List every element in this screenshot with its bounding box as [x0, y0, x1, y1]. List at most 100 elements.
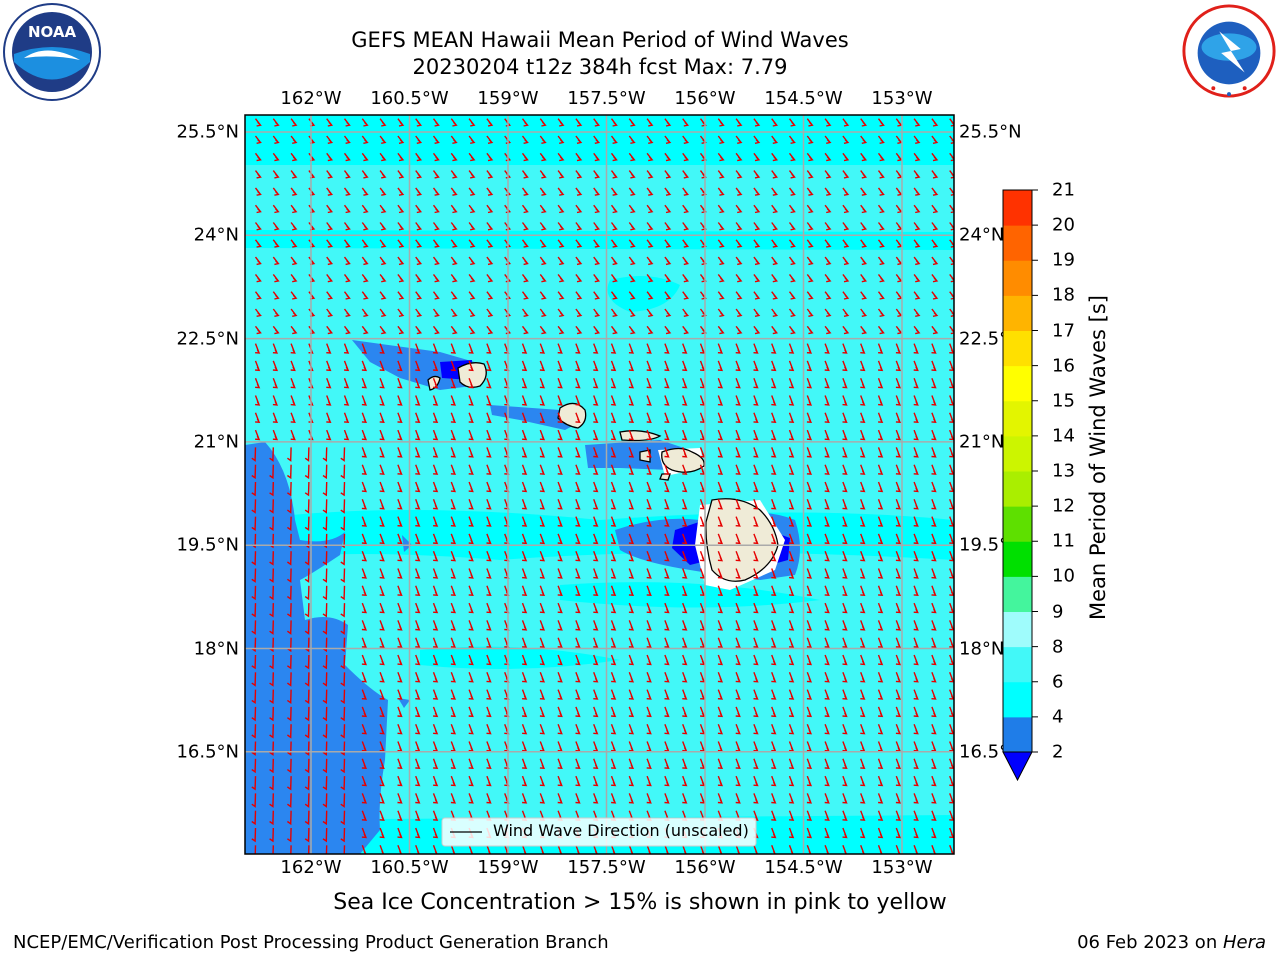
wind-wave-arrow [450, 793, 457, 804]
wind-wave-arrow [450, 723, 457, 735]
wind-wave-arrow [913, 412, 919, 423]
wind-wave-arrow [771, 152, 779, 162]
wind-wave-arrow [628, 256, 636, 266]
axis-tick-label: 159°W [477, 88, 539, 109]
wind-wave-arrow [877, 152, 885, 162]
wind-wave-arrow [753, 602, 759, 614]
wind-wave-arrow [771, 429, 777, 441]
wind-wave-arrow [664, 343, 670, 354]
wind-wave-arrow [931, 533, 937, 545]
wind-wave-arrow [432, 204, 440, 214]
wind-wave-arrow [717, 395, 724, 406]
wind-wave-arrow [304, 464, 310, 480]
wind-wave-arrow [895, 568, 902, 579]
wind-wave-arrow [753, 135, 761, 144]
wind-wave-arrow [415, 585, 421, 596]
wind-wave-arrow [397, 637, 403, 648]
wind-wave-arrow [788, 308, 796, 317]
wind-wave-arrow [286, 499, 292, 514]
wind-wave-arrow [432, 343, 439, 354]
wind-wave-arrow [806, 481, 813, 493]
wind-wave-arrow [664, 222, 672, 231]
wind-wave-arrow [877, 412, 884, 423]
wind-wave-arrow [664, 412, 670, 423]
wind-wave-arrow [699, 845, 705, 854]
wind-wave-arrow [379, 239, 387, 248]
wind-wave-arrow [575, 429, 581, 441]
wind-wave-arrow [877, 273, 885, 283]
wind-wave-arrow [699, 602, 706, 614]
wind-wave-arrow [788, 758, 795, 769]
wind-wave-arrow [646, 464, 652, 475]
wind-wave-arrow [432, 533, 439, 545]
wind-wave-arrow [682, 118, 690, 127]
wind-wave-arrow [468, 170, 476, 179]
wind-wave-arrow [664, 256, 672, 266]
wind-wave-arrow [610, 429, 617, 441]
wind-wave-arrow [735, 620, 741, 631]
wind-wave-arrow [486, 793, 492, 804]
wind-wave-arrow [877, 758, 884, 769]
wind-wave-arrow [646, 239, 654, 248]
wind-wave-arrow [254, 412, 261, 423]
wind-wave-arrow [450, 464, 457, 475]
wind-wave-arrow [254, 273, 262, 283]
wind-wave-arrow [699, 412, 706, 423]
wind-wave-arrow [646, 325, 654, 335]
wind-wave-arrow [486, 741, 492, 752]
wind-wave-arrow [610, 447, 617, 458]
wind-wave-arrow [877, 118, 885, 127]
wind-wave-arrow [322, 758, 328, 774]
wind-wave-arrow [735, 550, 741, 562]
wind-wave-arrow [771, 412, 777, 423]
wind-wave-arrow [664, 464, 670, 475]
wind-wave-arrow [753, 620, 759, 631]
wind-wave-arrow [269, 793, 274, 808]
wind-wave-arrow [286, 654, 292, 670]
wind-wave-arrow [269, 585, 274, 601]
wind-wave-arrow [486, 775, 492, 787]
wind-wave-arrow [842, 291, 850, 300]
wind-wave-arrow [521, 135, 529, 144]
wind-wave-arrow [610, 706, 617, 718]
wind-wave-arrow [343, 845, 346, 854]
wind-wave-arrow [646, 533, 652, 545]
wind-wave-arrow [806, 377, 813, 389]
wind-wave-arrow [539, 706, 546, 718]
wind-wave-arrow [824, 533, 830, 545]
colorbar-tick-label: 21 [1052, 179, 1075, 201]
colorbar-tick-label: 6 [1052, 671, 1064, 693]
wind-wave-arrow [735, 204, 743, 214]
wind-wave-arrow [415, 360, 421, 372]
wind-wave-arrow [379, 620, 385, 631]
wind-wave-arrow [646, 135, 654, 144]
wind-wave-arrow [735, 741, 741, 752]
wind-wave-arrow [931, 741, 937, 752]
axis-tick-label: 160.5°W [370, 88, 449, 109]
wind-wave-arrow [486, 568, 492, 579]
wind-wave-arrow [646, 499, 652, 510]
wind-wave-arrow [646, 706, 652, 718]
wind-wave-arrow [557, 775, 563, 787]
wind-wave-arrow [842, 308, 850, 317]
wind-wave-arrow [593, 499, 599, 510]
wind-wave-arrow [646, 845, 652, 854]
wind-wave-arrow [415, 550, 421, 562]
wind-wave-arrow [628, 654, 635, 666]
wind-wave-arrow [913, 672, 919, 683]
wind-wave-arrow [593, 672, 599, 683]
colorbar-segment [1003, 400, 1032, 437]
wind-wave-arrow [842, 187, 850, 196]
wind-wave-arrow [931, 291, 939, 300]
wind-wave-arrow [432, 637, 439, 648]
wind-wave-arrow [788, 568, 795, 579]
wind-wave-arrow [379, 827, 385, 839]
wind-wave-arrow [521, 481, 528, 493]
wind-wave-arrow [272, 118, 280, 127]
wind-wave-arrow [806, 135, 814, 144]
wind-wave-arrow [646, 308, 654, 317]
wind-wave-arrow [539, 187, 547, 196]
wind-wave-arrow [753, 689, 759, 700]
wind-wave-arrow [806, 464, 813, 475]
wind-wave-arrow [610, 325, 618, 335]
